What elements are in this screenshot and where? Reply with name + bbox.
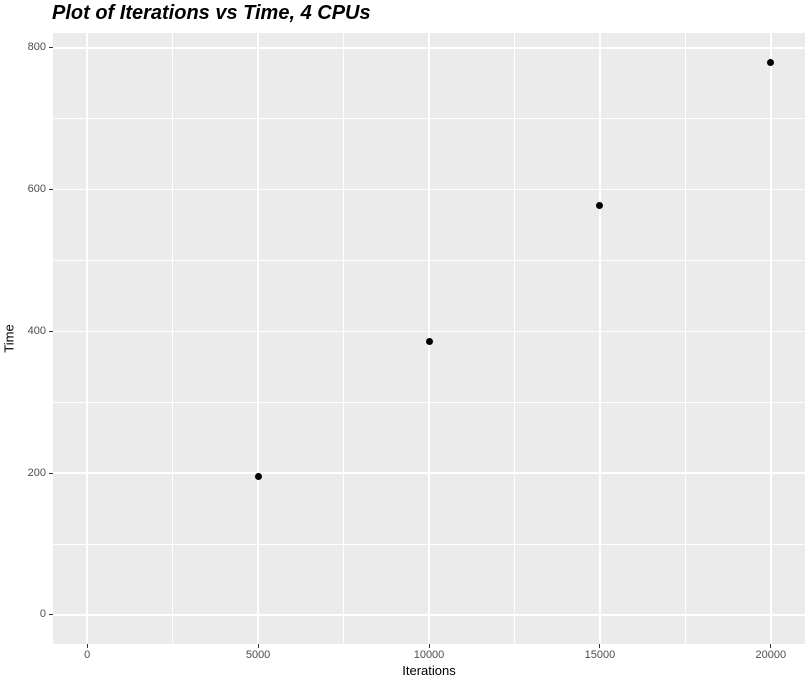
data-point [596,202,604,210]
y-tick-label: 0 [39,608,46,621]
chart-title: Plot of Iterations vs Time, 4 CPUs [52,2,371,24]
x-tick-mark [86,644,88,648]
gridline-x-major [599,33,601,644]
gridline-y-major [53,330,805,333]
gridline-x-major [257,33,259,644]
x-tick-mark [599,644,601,648]
y-tick-mark [48,330,53,332]
gridline-x-major [770,33,772,644]
gridline-y-major [53,188,805,191]
x-tick-mark [770,644,772,648]
y-tick-mark [48,614,53,616]
gridline-x-minor [514,33,515,644]
data-point [425,337,433,345]
x-tick-label: 0 [84,649,91,661]
data-point [767,58,775,66]
x-tick-mark [428,644,430,648]
y-tick-label: 400 [27,324,46,337]
y-tick-label: 200 [27,466,46,479]
gridline-y-major [53,472,805,474]
gridline-x-minor [172,33,174,644]
x-axis-label: Iterations [402,663,456,678]
gridline-y-major [53,614,805,616]
x-tick-label: 15000 [584,649,616,661]
x-tick-label: 20000 [755,649,787,661]
y-tick-label: 600 [27,183,46,196]
x-tick-label: 5000 [245,649,271,661]
y-tick-mark [48,47,53,49]
y-tick-label: 800 [27,41,46,54]
y-axis-label-wrap: Time [1,33,17,644]
y-tick-mark [48,472,53,474]
gridline-y-major [53,47,805,49]
gridline-x-major [86,33,88,644]
x-tick-mark [257,644,259,648]
gridline-x-minor [343,33,344,644]
data-point [254,472,262,480]
y-tick-mark [48,189,53,191]
x-tick-label: 10000 [413,649,445,661]
gridline-x-minor [684,33,686,644]
